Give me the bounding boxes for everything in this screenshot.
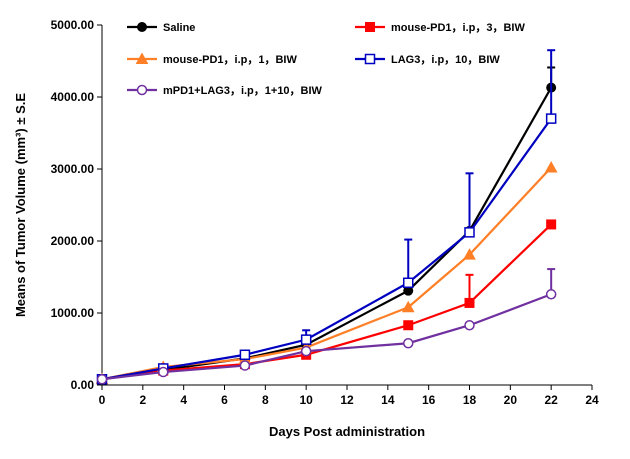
y-axis-title: Means of Tumor Volume (mm³) ± S.E bbox=[13, 93, 28, 317]
legend-marker bbox=[365, 22, 375, 32]
y-tick-label: 2000.00 bbox=[51, 234, 95, 248]
data-point bbox=[403, 337, 414, 349]
data-point bbox=[463, 248, 476, 260]
y-tick-label: 3000.00 bbox=[51, 162, 95, 176]
series-line bbox=[101, 166, 552, 381]
data-point bbox=[239, 360, 251, 371]
series-layer bbox=[95, 49, 558, 385]
y-tick-label: 4000.00 bbox=[51, 90, 95, 104]
legend: Saline mouse-PD1，i.p，3，BIW mouse-PD1，i.p，1… bbox=[127, 22, 525, 97]
legend-item-3: LAG3，i.p，10，BIW bbox=[355, 53, 500, 66]
legend-marker bbox=[135, 52, 149, 64]
series-4 bbox=[96, 268, 557, 385]
x-tick-label: 16 bbox=[422, 393, 436, 407]
x-tick-label: 18 bbox=[463, 393, 477, 407]
data-point bbox=[464, 297, 475, 308]
data-point bbox=[158, 366, 169, 378]
y-tick-label: 1000.00 bbox=[51, 306, 95, 320]
data-point bbox=[401, 300, 415, 313]
legend-item-2: mouse-PD1，i.p，1，BIW bbox=[127, 52, 297, 66]
legend-label: Saline bbox=[163, 22, 195, 34]
legend-item-4: mPD1+LAG3，i.p，1+10，BIW bbox=[127, 84, 323, 97]
x-tick-label: 0 bbox=[99, 393, 106, 407]
x-tick-label: 12 bbox=[340, 393, 354, 407]
data-point bbox=[403, 320, 414, 331]
legend-marker bbox=[364, 53, 376, 65]
data-point bbox=[96, 373, 108, 385]
axes: 0 2 4 6 8 10 12 14 16 18 20 22 240.001000.002000.003… bbox=[51, 18, 599, 407]
series-line bbox=[101, 87, 553, 381]
x-tick-label: 4 bbox=[180, 393, 187, 407]
legend-marker bbox=[136, 84, 148, 96]
series-0 bbox=[97, 66, 557, 385]
x-tick-label: 8 bbox=[262, 393, 269, 407]
legend-label: mouse-PD1，i.p，1，BIW bbox=[163, 54, 297, 66]
x-tick-label: 20 bbox=[504, 393, 518, 407]
data-point bbox=[545, 289, 557, 300]
data-point bbox=[403, 277, 414, 289]
data-point bbox=[545, 113, 557, 124]
y-tick-label: 0.00 bbox=[71, 378, 95, 392]
legend-label: mouse-PD1，i.p，3，BIW bbox=[391, 22, 525, 34]
data-point bbox=[300, 345, 312, 357]
x-tick-label: 2 bbox=[139, 393, 146, 407]
legend-item-0: Saline bbox=[127, 22, 195, 34]
x-tick-label: 22 bbox=[544, 393, 558, 407]
data-point bbox=[546, 219, 557, 230]
data-point bbox=[300, 334, 312, 345]
legend-label: LAG3，i.p，10，BIW bbox=[391, 54, 500, 66]
data-point bbox=[544, 161, 558, 173]
x-tick-label: 24 bbox=[585, 393, 599, 407]
legend-label: mPD1+LAG3，i.p，1+10，BIW bbox=[163, 85, 323, 97]
data-point bbox=[464, 227, 475, 238]
series-line bbox=[101, 223, 552, 381]
legend-item-1: mouse-PD1，i.p，3，BIW bbox=[355, 22, 525, 34]
data-point bbox=[464, 319, 475, 331]
x-tick-label: 6 bbox=[221, 393, 228, 407]
x-tick-label: 10 bbox=[299, 393, 313, 407]
y-tick-label: 5000.00 bbox=[51, 18, 95, 32]
x-tick-label: 14 bbox=[381, 393, 395, 407]
series-1 bbox=[97, 219, 557, 385]
x-axis-title: Days Post administration bbox=[269, 424, 425, 439]
data-point bbox=[239, 349, 251, 361]
legend-marker bbox=[137, 22, 147, 32]
